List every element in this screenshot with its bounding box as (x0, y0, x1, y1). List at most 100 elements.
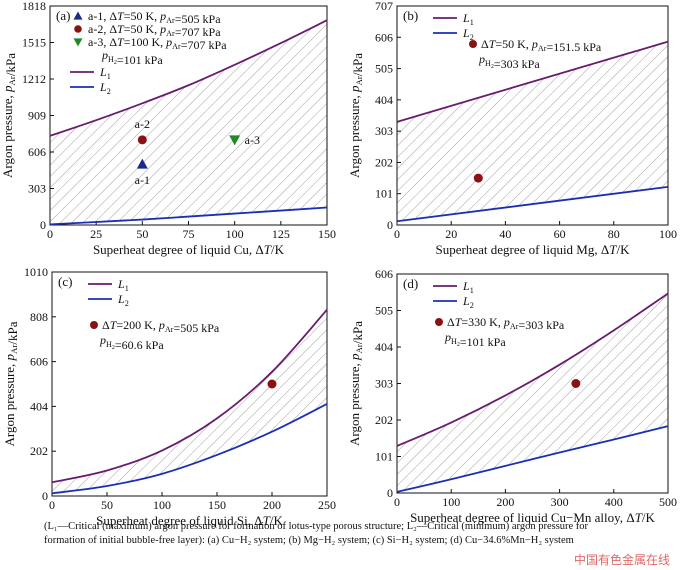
x-tick-label: 100 (659, 227, 677, 241)
x-tick-label: 50 (101, 498, 113, 512)
chart-panel-3: 0 50 100 150 200 250 0 202 404 606 808 1010 Superhea… (2, 265, 336, 528)
data-point (267, 379, 277, 389)
panel-label: (b) (403, 8, 418, 23)
y-tick-label: 606 (30, 355, 48, 369)
legend-label-L1: L1 (462, 279, 474, 295)
legend-label-L1: L1 (462, 11, 474, 27)
x-tick-label: 0 (394, 227, 400, 241)
x-tick-label: 100 (442, 495, 460, 509)
x-tick-label: 150 (208, 498, 226, 512)
x-tick-label: 150 (318, 227, 336, 241)
figure-caption: (L₁—Critical (maximum) argon pressure fo… (44, 520, 664, 548)
legend-label-L2: L2 (462, 26, 474, 42)
y-tick-label: 909 (28, 109, 46, 123)
chart-panel-2: 0 20 40 60 80 100 0 101 202 303 404 505 606 707 Superh… (347, 0, 677, 257)
y-tick-label: 404 (30, 399, 48, 413)
y-axis-label-group: Argon pressure, pAr/kPa (347, 53, 365, 178)
legend-label-L2: L2 (99, 80, 111, 96)
y-tick-label: 1515 (22, 36, 46, 50)
series-line-L1 (396, 292, 669, 447)
data-point-a-2 (137, 135, 147, 145)
x-tick-label: 50 (136, 227, 148, 241)
y-tick-label: 606 (28, 145, 46, 159)
legend-label-L1: L1 (117, 277, 129, 293)
x-tick-label: 80 (608, 227, 620, 241)
chart-panel-4: 0 100 200 300 400 500 0 101 202 303 404 505 606 Super… (347, 267, 677, 525)
x-tick-label: 0 (49, 498, 55, 512)
y-tick-label: 505 (375, 304, 393, 318)
panel-label: (d) (403, 276, 418, 291)
y-tick-label: 1010 (24, 265, 48, 279)
x-tick-label: 40 (499, 227, 511, 241)
chart-panel-1: 0 25 50 75 100 125 150 0 303 606 909 1212 1515 1818 Su… (0, 0, 336, 257)
y-axis-label: Argon pressure, pAr/kPa (347, 53, 365, 178)
y-tick-label: 707 (375, 0, 393, 13)
series-line-L2 (49, 206, 328, 226)
y-tick-label: 404 (375, 93, 393, 107)
y-axis-label-group: Argon pressure, pAr/kPa (2, 321, 20, 446)
y-axis-label: Argon pressure, pAr/kPa (347, 321, 365, 446)
legend-label-L1: L1 (99, 65, 111, 81)
x-tick-label: 0 (47, 227, 53, 241)
y-tick-label: 606 (375, 267, 393, 281)
x-tick-label: 75 (183, 227, 195, 241)
x-axis-label: Superheat degree of liquid Cu−Mn alloy, … (410, 510, 655, 525)
legend-label-L2: L2 (117, 292, 129, 308)
x-tick-label: 250 (318, 498, 336, 512)
y-tick-label: 0 (387, 218, 393, 232)
data-point-a-3 (229, 135, 241, 146)
x-axis-label: Superheat degree of liquid Mg, ΔT/K (436, 242, 631, 257)
legend-note: pH2=60.6 kPa (99, 333, 164, 352)
y-tick-label: 101 (375, 450, 393, 464)
legend-note: pH2=303 kPa (478, 52, 540, 71)
y-tick-label: 303 (375, 124, 393, 138)
series-line-L1 (396, 40, 669, 123)
feasible-region-hatch (397, 41, 668, 222)
legend-marker (435, 318, 443, 326)
x-tick-label: 500 (659, 495, 677, 509)
series-line-L2 (51, 403, 328, 495)
data-point (571, 379, 581, 388)
legend-point-text: a-2, ΔT=50 K, pAr=707 kPa (88, 22, 221, 39)
y-tick-label: 101 (375, 187, 393, 201)
y-axis-label-group: Argon pressure, pAr/kPa (347, 321, 365, 446)
panel-label: (a) (56, 8, 70, 23)
plot-frame (51, 271, 328, 497)
y-tick-label: 202 (375, 155, 393, 169)
y-tick-label: 202 (30, 444, 48, 458)
legend-point-text: ΔT=50 K, pAr=151.5 kPa (481, 37, 602, 54)
y-tick-label: 404 (375, 340, 393, 354)
x-tick-label: 100 (153, 498, 171, 512)
legend-point-text: ΔT=330 K, pAr=303 kPa (447, 315, 565, 332)
series-line-L2 (396, 186, 669, 223)
legend-label-L2: L2 (462, 294, 474, 310)
point-label: a-1 (135, 173, 150, 187)
caption-line-1: (L₁—Critical (maximum) argon pressure fo… (44, 521, 589, 532)
y-tick-label: 0 (42, 489, 48, 503)
feasible-region-hatch (52, 309, 327, 494)
legend-note: pH2=101 kPa (101, 48, 163, 67)
x-tick-label: 60 (554, 227, 566, 241)
x-tick-label: 100 (226, 227, 244, 241)
y-tick-label: 1212 (22, 72, 46, 86)
caption-line-2: formation of initial bubble-free layer):… (44, 535, 574, 546)
x-axis-label: Superheat degree of liquid Cu, ΔT/K (93, 242, 285, 257)
x-tick-label: 20 (445, 227, 457, 241)
x-axis-label: Superheat degree of liquid Si, ΔT/K (96, 513, 283, 528)
point-label: a-3 (245, 133, 260, 147)
plot-frame (396, 5, 669, 226)
legend-marker (469, 40, 477, 48)
y-tick-label: 808 (30, 310, 48, 324)
legend-marker (90, 321, 98, 329)
data-point (473, 173, 483, 183)
y-tick-label: 505 (375, 62, 393, 76)
x-tick-label: 25 (90, 227, 102, 241)
x-tick-label: 300 (551, 495, 569, 509)
x-tick-label: 200 (263, 498, 281, 512)
y-tick-label: 0 (387, 486, 393, 500)
legend-note: pH2=101 kPa (444, 330, 506, 349)
y-axis-label-group: Argon pressure, pAr/kPa (0, 53, 18, 178)
x-tick-label: 400 (605, 495, 623, 509)
y-tick-label: 1818 (22, 0, 46, 13)
